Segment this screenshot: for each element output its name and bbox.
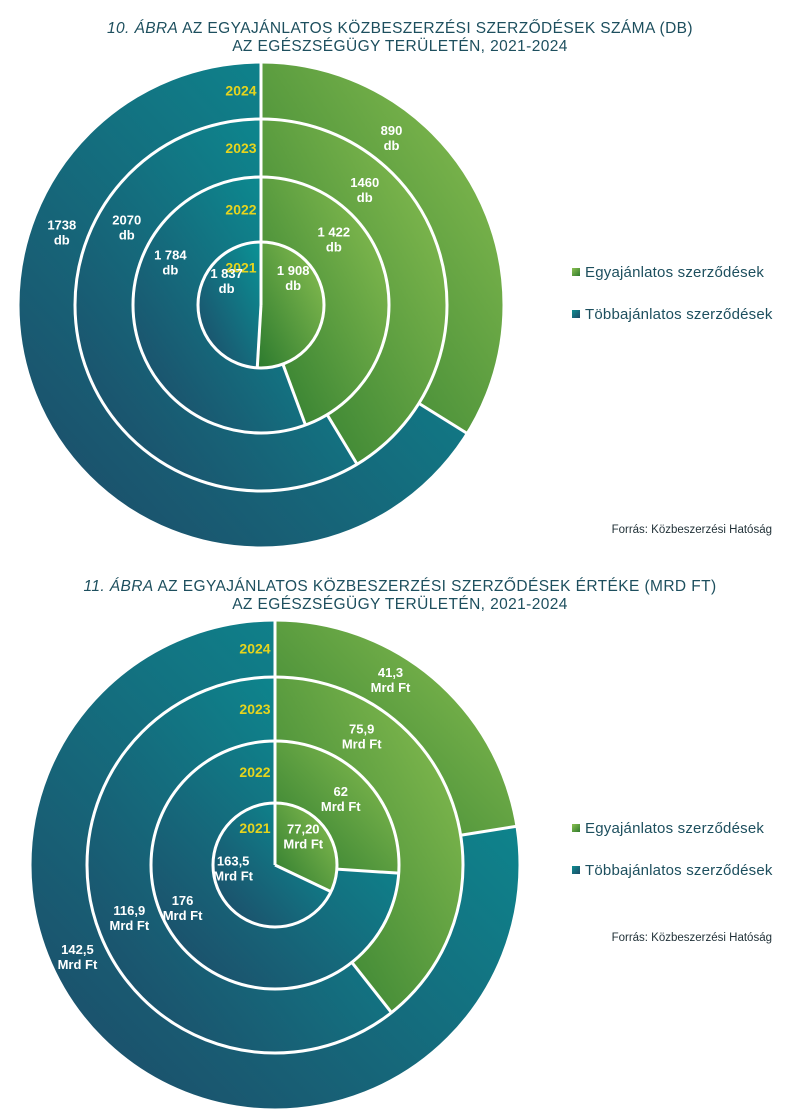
legend-label: Többajánlatos szerződések (585, 861, 773, 879)
segment-separator (281, 363, 307, 426)
ring-2021 (198, 242, 325, 368)
year-label-2021: 2021 (225, 260, 256, 276)
year-label-2022: 2022 (225, 202, 256, 218)
legend-swatch-teal (572, 866, 580, 874)
chart-title: 11. ÁBRA AZ EGYAJÁNLATOS KÖZBESZERZÉSI S… (0, 578, 800, 614)
title-text: AZ EGYAJÁNLATOS KÖZBESZERZÉSI SZERZŐDÉSE… (178, 20, 693, 37)
value-label-egyajanlatos-2022: 62 Mrd Ft (321, 784, 361, 814)
figure-11: 11. ÁBRA AZ EGYAJÁNLATOS KÖZBESZERZÉSI S… (0, 560, 800, 1115)
value-label-tobbajanlatos-2022: 176 Mrd Ft (163, 893, 203, 923)
value-label-tobbajanlatos-2023: 2070 db (112, 213, 141, 243)
segment-separator (274, 863, 332, 894)
segment-separator (325, 413, 359, 466)
value-label-egyajanlatos-2024: 890 db (381, 123, 403, 153)
segment-separator (418, 402, 469, 435)
segment-separator (460, 824, 518, 837)
year-label-2024: 2024 (225, 83, 256, 99)
value-label-egyajanlatos-2021: 1 908 db (277, 263, 310, 293)
segment-tobbajanlatos-2021 (198, 242, 261, 368)
year-label-2022: 2022 (239, 764, 270, 780)
title-subtitle: AZ EGÉSZSÉGÜGY TERÜLETÉN, 2021-2024 (232, 596, 568, 613)
nested-donut-chart: 2021 2022 2023 2024 77,20 Mrd Ft 163,5 Mrd Ft 62… (28, 618, 522, 1112)
legend-label: Többajánlatos szerződések (585, 305, 773, 323)
legend-item-egyajanlatos: Egyajánlatos szerződések (572, 818, 773, 838)
legend-swatch-teal (572, 310, 580, 318)
chart-title: 10. ÁBRA AZ EGYAJÁNLATOS KÖZBESZERZÉSI S… (0, 20, 800, 56)
value-label-egyajanlatos-2023: 75,9 Mrd Ft (342, 721, 382, 751)
value-label-tobbajanlatos-2021: 1 837 db (210, 266, 243, 296)
segment-separator (350, 961, 393, 1014)
segment-egyajanlatos-2021 (257, 242, 325, 368)
value-label-egyajanlatos-2021: 77,20 Mrd Ft (283, 822, 323, 852)
value-label-tobbajanlatos-2022: 1 784 db (154, 248, 187, 278)
legend-label: Egyajánlatos szerződések (585, 819, 765, 837)
legend-item-tobbajanlatos: Többajánlatos szerződések (572, 304, 773, 324)
value-label-egyajanlatos-2024: 41,3 Mrd Ft (371, 665, 411, 695)
segment-tobbajanlatos-2021 (212, 803, 331, 927)
legend-label: Egyajánlatos szerződések (585, 263, 765, 281)
title-subtitle: AZ EGÉSZSÉGÜGY TERÜLETÉN, 2021-2024 (232, 38, 568, 55)
source-note: Forrás: Közbeszerzési Hatóság (611, 524, 772, 536)
legend: Egyajánlatos szerződések Többajánlatos s… (572, 262, 773, 346)
figure-number: 10. ÁBRA (107, 20, 179, 37)
year-label-2023: 2023 (239, 701, 270, 717)
year-label-2021: 2021 (239, 820, 270, 836)
value-label-tobbajanlatos-2023: 116,9 Mrd Ft (109, 903, 149, 933)
year-label-2024: 2024 (239, 641, 270, 657)
segment-separator (255, 304, 263, 368)
value-label-tobbajanlatos-2021: 163,5 Mrd Ft (213, 854, 253, 884)
value-label-tobbajanlatos-2024: 142,5 Mrd Ft (58, 942, 98, 972)
legend-item-tobbajanlatos: Többajánlatos szerződések (572, 860, 773, 880)
legend-swatch-green (572, 824, 580, 832)
figure-number: 11. ÁBRA (83, 578, 154, 595)
segment-separator (336, 867, 399, 875)
legend-swatch-green (572, 268, 580, 276)
legend: Egyajánlatos szerződések Többajánlatos s… (572, 818, 773, 902)
legend-item-egyajanlatos: Egyajánlatos szerződések (572, 262, 773, 282)
source-note: Forrás: Közbeszerzési Hatóság (611, 932, 772, 944)
nested-donut-chart: 2021 2022 2023 2024 1 908 db 1 837 db 1 422 db 1 7… (16, 60, 506, 550)
value-label-tobbajanlatos-2024: 1738 db (47, 217, 76, 247)
value-label-egyajanlatos-2022: 1 422 db (318, 224, 351, 254)
figure-10: 10. ÁBRA AZ EGYAJÁNLATOS KÖZBESZERZÉSI S… (0, 0, 800, 555)
year-label-2023: 2023 (225, 140, 256, 156)
value-label-egyajanlatos-2023: 1460 db (350, 175, 379, 205)
title-text: AZ EGYAJÁNLATOS KÖZBESZERZÉSI SZERZŐDÉSE… (153, 578, 717, 595)
